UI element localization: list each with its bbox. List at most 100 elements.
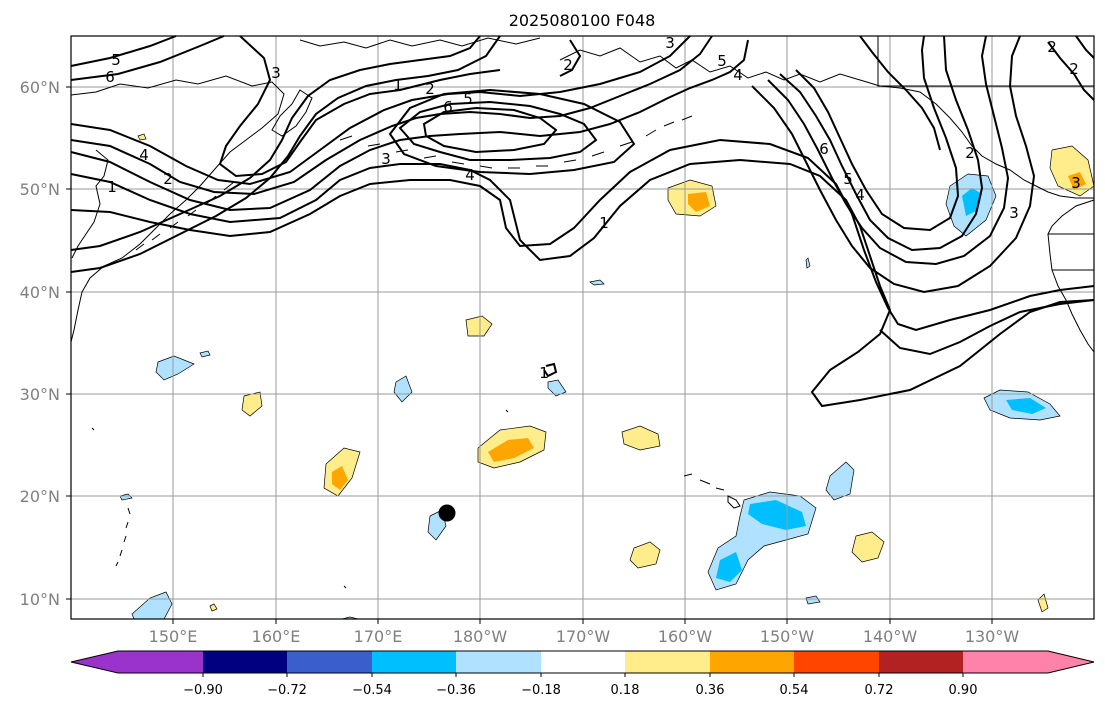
canada-border <box>877 36 1094 87</box>
colorbar-outline <box>70 650 1095 674</box>
negative-anomaly-area <box>825 461 855 501</box>
contour-lines <box>70 35 1095 408</box>
negative-anomaly-area <box>199 350 211 358</box>
colorbar-segment <box>710 651 794 673</box>
north-america-west-coast <box>1047 199 1095 353</box>
contour-label: 2 <box>563 56 573 74</box>
contour-line <box>70 35 225 81</box>
contour-line <box>422 106 558 154</box>
positive-anomaly-core <box>488 438 534 462</box>
contour-line <box>779 35 984 252</box>
colorbar-segment <box>879 651 963 673</box>
contour-line <box>70 35 691 186</box>
positive-anomaly-area <box>137 133 147 141</box>
contour-label: 2 <box>965 144 975 162</box>
contour-label-group: 5 6 4 3 2 1 2 6 5 4 3 2 1 3 4 5 6 5 4 2 … <box>105 34 1081 382</box>
positive-anomaly-area <box>629 541 661 569</box>
contour-label: 4 <box>465 166 475 184</box>
lat-label: 10°N <box>20 590 60 609</box>
colorbar-segment <box>625 651 710 673</box>
negative-anomaly-area <box>155 355 195 381</box>
contour-label: 1 <box>539 364 549 382</box>
contour-label: 5 <box>463 90 473 108</box>
location-marker-dot <box>438 504 456 522</box>
contour-line <box>1075 35 1095 59</box>
negative-anomaly-core <box>748 500 806 530</box>
contour-label: 5 <box>111 51 121 69</box>
colorbar-tick-label: 0.72 <box>865 683 894 698</box>
small-island <box>91 427 95 431</box>
contour-label: 2 <box>163 170 173 188</box>
contour-line <box>70 35 713 196</box>
alaska-coastline <box>559 47 1094 199</box>
colorbar-tick-label: −0.72 <box>267 683 307 698</box>
contour-label: 4 <box>139 146 149 164</box>
negative-anomaly-area <box>805 257 811 269</box>
positive-anomaly-area <box>241 391 263 417</box>
map-title: 2025080100 F048 <box>509 11 656 30</box>
negative-anomaly-area <box>393 375 413 403</box>
small-island <box>343 585 347 589</box>
lon-label: 140°W <box>863 627 918 646</box>
contour-line <box>559 39 582 77</box>
contour-line <box>70 138 1095 332</box>
kamchatka-coastline <box>271 89 313 137</box>
contour-line <box>751 35 1036 294</box>
contour-line <box>543 362 558 378</box>
axis-ticks <box>66 86 993 624</box>
contour-line <box>388 88 636 176</box>
contour-label: 6 <box>443 98 453 116</box>
contour-label: 3 <box>1071 174 1081 192</box>
longitude-labels: 150°E 160°E 170°E 180°W 170°W 160°W 150°… <box>149 627 1020 646</box>
aleutian-islands <box>339 115 693 169</box>
colorbar-tick-label: −0.54 <box>352 683 392 698</box>
colorbar-tick-label: 0.36 <box>696 683 725 698</box>
colorbar-segment <box>287 651 372 673</box>
negative-anomaly-area <box>589 279 605 286</box>
lat-label: 40°N <box>20 283 60 302</box>
contour-label: 6 <box>819 140 829 158</box>
contour-line <box>70 39 749 212</box>
lat-label: 30°N <box>20 385 60 404</box>
colorbar-high-extension <box>1048 651 1094 673</box>
colorbar-segment <box>794 651 879 673</box>
lon-label: 130°W <box>965 627 1020 646</box>
contour-line <box>398 100 598 161</box>
lon-label: 160°W <box>658 627 713 646</box>
contour-line <box>879 299 1095 356</box>
contour-line <box>70 158 1095 408</box>
lon-label: 180°W <box>453 627 508 646</box>
colorbar <box>70 650 1095 674</box>
lat-label: 20°N <box>20 487 60 506</box>
marianas-islands <box>115 507 131 567</box>
contour-line <box>70 35 481 251</box>
colorbar-segment <box>541 651 625 673</box>
contour-line <box>795 35 960 232</box>
lon-label: 150°W <box>760 627 815 646</box>
okhotsk-coastline <box>71 149 109 259</box>
colorbar-segment <box>963 651 1048 673</box>
hawaii-islands <box>683 473 741 509</box>
contour-line <box>70 35 501 273</box>
contour-line <box>218 35 501 178</box>
contour-label: 3 <box>1009 204 1019 222</box>
contour-label: 4 <box>733 66 743 84</box>
contour-line <box>767 35 1010 266</box>
colorbar-segment <box>372 651 456 673</box>
coastlines <box>70 36 1095 589</box>
contour-label: 2 <box>1047 38 1057 56</box>
latitude-labels: 60°N 50°N 40°N 30°N 20°N 10°N <box>20 78 60 609</box>
colorbar-tick-label: −0.18 <box>521 683 561 698</box>
positive-anomaly-core <box>332 466 348 490</box>
contour-label: 5 <box>717 52 727 70</box>
positive-anomaly-area <box>851 531 885 563</box>
colorbar-ticks: −0.90 −0.72 −0.54 −0.36 −0.18 0.18 0.36 … <box>183 673 977 698</box>
contour-label: 3 <box>271 64 281 82</box>
lon-label: 150°E <box>149 627 198 646</box>
contour-label: 2 <box>425 80 435 98</box>
contour-label: 5 <box>843 170 853 188</box>
contour-label: 3 <box>381 150 391 168</box>
contour-label: 1 <box>393 76 403 94</box>
positive-anomaly-core <box>688 192 710 212</box>
